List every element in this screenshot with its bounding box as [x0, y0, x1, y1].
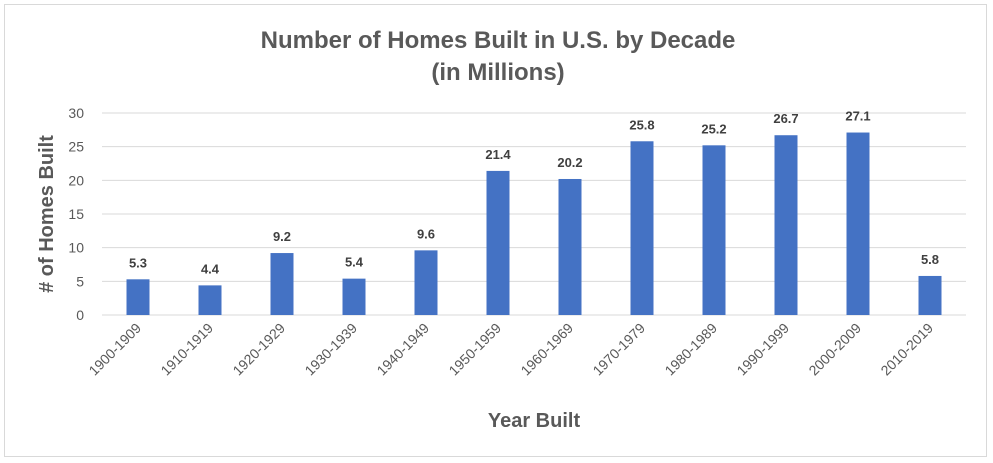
- data-label: 5.4: [345, 255, 364, 270]
- x-tick-label: 1940-1949: [373, 320, 432, 379]
- bar-1970-1979: [630, 141, 654, 315]
- y-axis-title: # of Homes Built: [36, 135, 58, 293]
- x-tick-label: 1970-1979: [589, 320, 648, 379]
- x-tick-label: 2010-2019: [877, 320, 936, 379]
- data-label: 21.4: [485, 147, 511, 162]
- bar-1950-1959: [486, 170, 510, 315]
- data-label: 25.8: [629, 117, 654, 132]
- y-tick-label: 5: [76, 273, 84, 289]
- chart-subtitle: (in Millions): [431, 59, 564, 86]
- bar-1930-1939: [342, 278, 366, 315]
- x-tick-label: 1990-1999: [733, 320, 792, 379]
- x-axis-ticks: 1900-1909 1910-1919 1920-1929 1930-1939 1940…: [85, 320, 936, 379]
- bar-1940-1949: [414, 250, 438, 315]
- y-tick-label: 10: [68, 240, 84, 256]
- x-axis-title: Year Built: [488, 410, 581, 432]
- x-tick-label: 1930-1939: [301, 320, 360, 379]
- x-tick-label: 1960-1969: [517, 320, 576, 379]
- y-tick-label: 30: [68, 105, 84, 121]
- data-label: 9.2: [273, 229, 291, 244]
- data-label: 9.6: [417, 226, 435, 241]
- data-labels: 5.3 4.4 9.2 5.4 9.6 21.4 20.2 25.8 25.2 26.7 27.1 5…: [129, 109, 939, 277]
- bar-2000-2009: [846, 132, 870, 315]
- x-tick-label: 1950-1959: [445, 320, 504, 379]
- bars: [126, 132, 942, 315]
- data-label: 20.2: [557, 155, 582, 170]
- data-label: 26.7: [773, 111, 798, 126]
- data-label: 5.3: [129, 255, 147, 270]
- x-tick-label: 1920-1929: [229, 320, 288, 379]
- y-tick-label: 15: [68, 206, 84, 222]
- chart-title: Number of Homes Built in U.S. by Decade: [261, 27, 736, 54]
- bar-1900-1909: [126, 279, 150, 315]
- x-tick-label: 1900-1909: [85, 320, 144, 379]
- bar-1980-1989: [702, 145, 726, 315]
- x-tick-label: 2000-2009: [805, 320, 864, 379]
- data-label: 25.2: [701, 121, 726, 136]
- gridlines: [102, 112, 966, 316]
- data-label: 4.4: [201, 261, 220, 276]
- y-tick-label: 0: [76, 307, 84, 323]
- y-axis-ticks: 0 5 10 15 20 25 30: [68, 105, 84, 323]
- data-label: 5.8: [921, 252, 939, 267]
- bar-1990-1999: [774, 135, 798, 315]
- y-tick-label: 25: [68, 139, 84, 155]
- bar-2010-2019: [918, 275, 942, 315]
- data-label: 27.1: [845, 109, 870, 124]
- bar-1960-1969: [558, 178, 582, 315]
- x-tick-label: 1910-1919: [157, 320, 216, 379]
- y-tick-label: 20: [68, 172, 84, 188]
- bar-1920-1929: [270, 253, 294, 315]
- bar-1910-1919: [198, 285, 222, 315]
- x-tick-label: 1980-1989: [661, 320, 720, 379]
